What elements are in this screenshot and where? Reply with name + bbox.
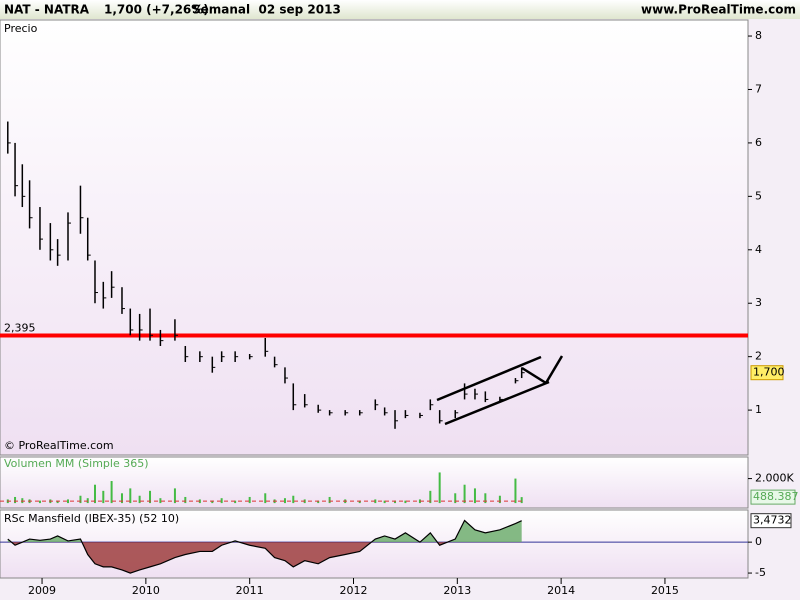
volume-bar xyxy=(173,488,176,504)
volume-bar xyxy=(79,495,82,504)
support-level-label: 2,395 xyxy=(4,322,36,335)
volume-bar xyxy=(438,472,441,504)
volume-bar xyxy=(484,493,487,504)
volume-bar xyxy=(418,499,421,504)
price-tick-label: 6 xyxy=(755,136,762,149)
volume-bar xyxy=(93,484,96,504)
symbol: NAT - NATRA xyxy=(4,3,90,17)
x-tick-label: 2015 xyxy=(651,584,679,597)
volume-bar xyxy=(159,498,162,504)
x-tick-label: 2012 xyxy=(339,584,367,597)
volume-bar xyxy=(463,484,466,504)
volume-bar xyxy=(317,500,320,504)
volume-bar xyxy=(67,499,69,504)
volume-tick-label: 2.000K xyxy=(755,472,794,485)
price-panel xyxy=(0,19,749,456)
last-price-label: 1,700 xyxy=(753,366,785,379)
price-tick-label: 4 xyxy=(755,243,762,256)
change: 1,700 (+7,26%) xyxy=(104,3,209,17)
volume-bar xyxy=(292,495,295,504)
volume-bar xyxy=(56,500,59,504)
price-tick-label: 8 xyxy=(755,29,762,42)
trend-channel xyxy=(436,355,564,426)
last-rsc-box xyxy=(750,513,792,529)
site: www.ProRealTime.com xyxy=(641,3,796,17)
last-volume-box xyxy=(750,489,796,505)
header-bar xyxy=(0,0,800,19)
volume-title: Volumen MM (Simple 365) xyxy=(4,457,149,470)
price-tick-label: 7 xyxy=(755,82,762,95)
last-rsc-label: 3,4732 xyxy=(753,514,792,527)
volume-bar xyxy=(454,493,457,504)
volume-bar xyxy=(14,496,17,504)
volume-bar xyxy=(38,500,41,504)
volume-bar xyxy=(283,498,286,504)
volume-bar xyxy=(234,500,237,504)
rsc-tick-label: 0 xyxy=(755,535,762,548)
volume-bar xyxy=(110,481,113,504)
last-volume-label: 488.387 xyxy=(753,490,799,503)
volume-bar xyxy=(149,490,152,504)
period: Semanal 02 sep 2013 xyxy=(192,3,341,17)
rsc-area-negative xyxy=(7,542,522,574)
copyright: © ProRealTime.com xyxy=(4,439,114,452)
volume-bar xyxy=(211,500,214,504)
rsc-line xyxy=(7,519,522,574)
volume-bar xyxy=(248,496,251,504)
price-tick-label: 3 xyxy=(755,296,762,309)
volume-panel xyxy=(0,456,749,509)
x-tick-label: 2014 xyxy=(547,584,575,597)
volume-bar xyxy=(520,497,523,504)
price-tick-label: 5 xyxy=(755,189,762,202)
volume-bar xyxy=(129,488,132,504)
trend-line xyxy=(436,355,542,402)
volume-bar xyxy=(138,495,141,504)
volume-bar xyxy=(120,493,123,504)
volume-bar xyxy=(358,500,361,504)
trend-line xyxy=(521,366,547,385)
last-price-box xyxy=(750,365,784,381)
x-tick-label: 2009 xyxy=(28,584,56,597)
volume-bar xyxy=(514,478,517,504)
x-tick-label: 2013 xyxy=(443,584,471,597)
volume-bar xyxy=(184,496,187,504)
volume-bar xyxy=(473,488,476,504)
volume-bar xyxy=(264,493,267,504)
rsc-title: RSc Mansfield (IBEX-35) (52 10) xyxy=(4,512,179,525)
price-title: Precio xyxy=(4,22,38,35)
x-tick-label: 2010 xyxy=(132,584,160,597)
volume-bar xyxy=(429,490,432,504)
x-tick-label: 2011 xyxy=(236,584,264,597)
rsc-area-positive xyxy=(7,520,522,542)
volume-bar xyxy=(374,499,377,504)
trend-line xyxy=(444,380,550,426)
volume-bar xyxy=(220,498,223,504)
volume-bar xyxy=(498,495,501,504)
volume-bar xyxy=(404,500,407,504)
trend-line xyxy=(544,355,564,384)
price-tick-label: 2 xyxy=(755,350,762,363)
rsc-tick-label: -5 xyxy=(755,566,766,579)
volume-bar xyxy=(394,500,397,504)
volume-bar xyxy=(383,500,386,504)
volume-bar xyxy=(328,496,331,504)
volume-bar xyxy=(102,490,105,504)
price-tick-label: 1 xyxy=(755,403,762,416)
